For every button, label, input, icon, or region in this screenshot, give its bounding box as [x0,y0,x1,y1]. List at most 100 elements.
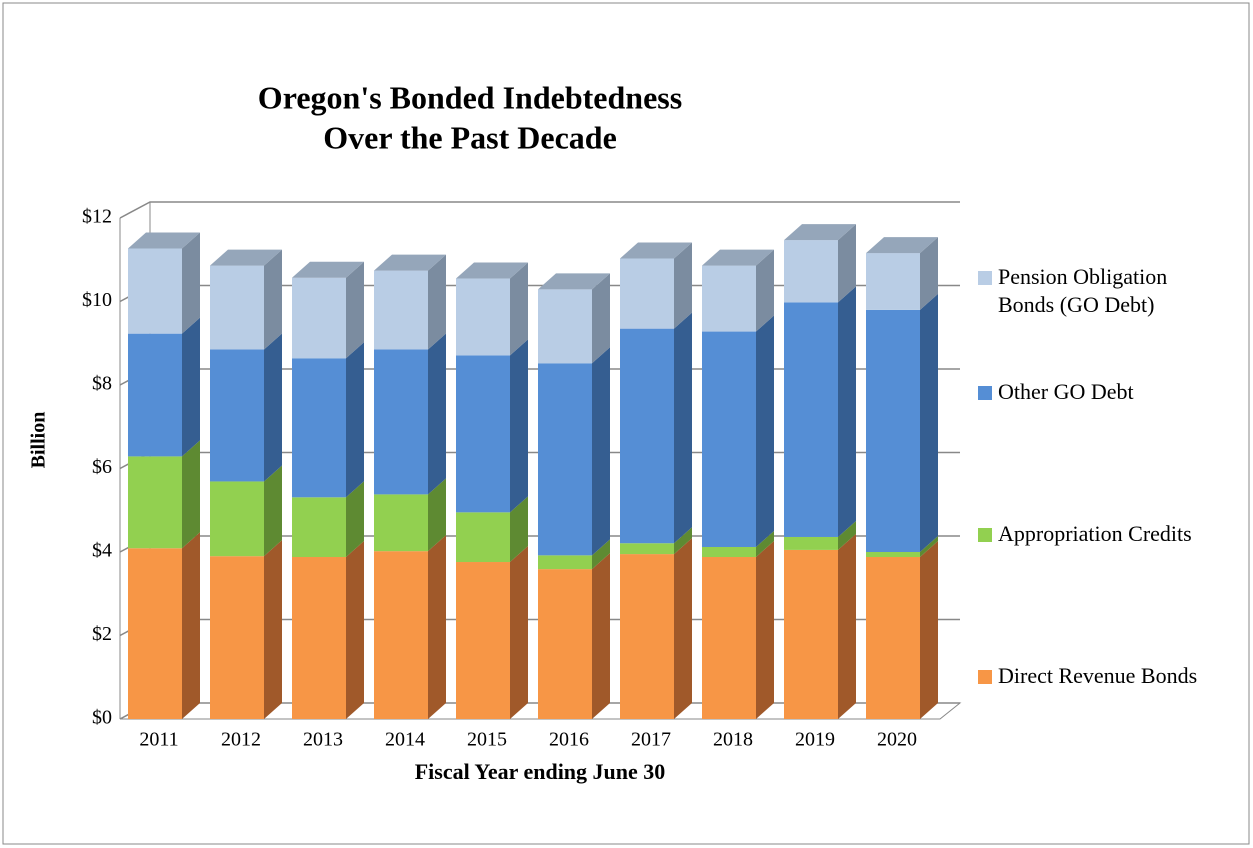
bar-top [620,242,692,259]
legend-swatch [978,528,992,542]
x-tick-label: 2015 [467,729,507,751]
bar-side [182,440,200,549]
bar [702,546,756,558]
bar-side [346,481,364,558]
bar [128,548,182,719]
x-tick-label: 2011 [139,729,178,751]
bar-side [592,553,610,719]
x-tick-label: 2012 [221,729,261,751]
bar-side [920,293,938,552]
bar [292,557,346,719]
bar-side [346,342,364,498]
bar [292,358,346,498]
y-tick-label: $8 [92,373,112,395]
bar-side [920,536,938,558]
x-tick-label: 2017 [631,729,671,751]
y-tick-label: $10 [82,289,112,311]
bar [866,557,920,719]
bar [702,265,756,332]
bar [292,277,346,359]
bar [374,551,428,719]
bar [620,543,674,555]
y-tick-label: $4 [92,540,112,562]
bar-side [346,261,364,359]
x-axis-label: Fiscal Year ending June 30 [415,759,666,784]
bar [374,270,428,350]
y-tick-label: $0 [92,707,112,729]
bar-side [756,315,774,547]
chart-title: Oregon's Bonded Indebtedness [258,79,682,115]
bar-top [128,232,200,249]
bar-side [182,317,200,457]
x-tick-label: 2020 [877,729,917,751]
legend-label: Other GO Debt [998,379,1134,404]
bar-side [756,541,774,719]
bar-side [428,254,446,350]
x-tick-label: 2013 [303,729,343,751]
legend-label: Appropriation Credits [998,521,1192,546]
bar-side [428,478,446,552]
bar-side [264,540,282,719]
legend-label: Direct Revenue Bonds [998,663,1198,688]
bar-top [784,224,856,241]
y-tick-label: $2 [92,623,112,645]
bar-top [210,249,282,266]
bar-top [538,273,610,290]
bar-top [374,254,446,271]
bar-side [756,530,774,558]
legend-label: Pension Obligation Bonds (GO Debt) [998,264,1168,317]
bar [538,363,592,556]
bar-top [702,249,774,266]
bar [210,481,264,557]
bar-side [182,232,200,334]
bar [456,562,510,719]
bar-side [838,520,856,550]
bar [456,355,510,513]
bar [128,456,182,549]
bar [374,349,428,495]
legend-swatch [978,386,992,400]
bar-side [510,339,528,513]
bar [456,278,510,356]
bar-side [592,347,610,556]
legend-swatch [978,670,992,684]
bar [538,289,592,364]
bar [128,248,182,334]
bar-side [674,527,692,555]
bar [866,309,920,552]
bar [538,569,592,719]
bar [374,494,428,552]
bar-top [456,262,528,279]
bar [702,557,756,719]
bar-side [428,333,446,495]
grid-line [119,201,960,219]
bar [784,240,838,303]
bar [784,549,838,719]
bar [538,555,592,570]
bar [620,554,674,719]
bar [210,265,264,350]
bar [620,328,674,544]
bar-side [756,249,774,332]
bar [866,552,920,558]
bar [292,497,346,558]
bar-side [264,249,282,350]
bar-side [428,535,446,719]
x-tick-label: 2018 [713,729,753,751]
bar-side [838,224,856,303]
y-axis-label: Billion [28,412,50,469]
bar [784,536,838,550]
bar-side [264,465,282,557]
bar-side [182,532,200,719]
bar-side [674,538,692,719]
bar-side [838,286,856,537]
bar [866,253,920,310]
y-tick-label: $6 [92,456,112,478]
bar [210,556,264,719]
x-tick-label: 2016 [549,729,589,751]
bar-side [674,242,692,329]
bar-side [510,262,528,356]
chart-subtitle: Over the Past Decade [323,119,617,155]
